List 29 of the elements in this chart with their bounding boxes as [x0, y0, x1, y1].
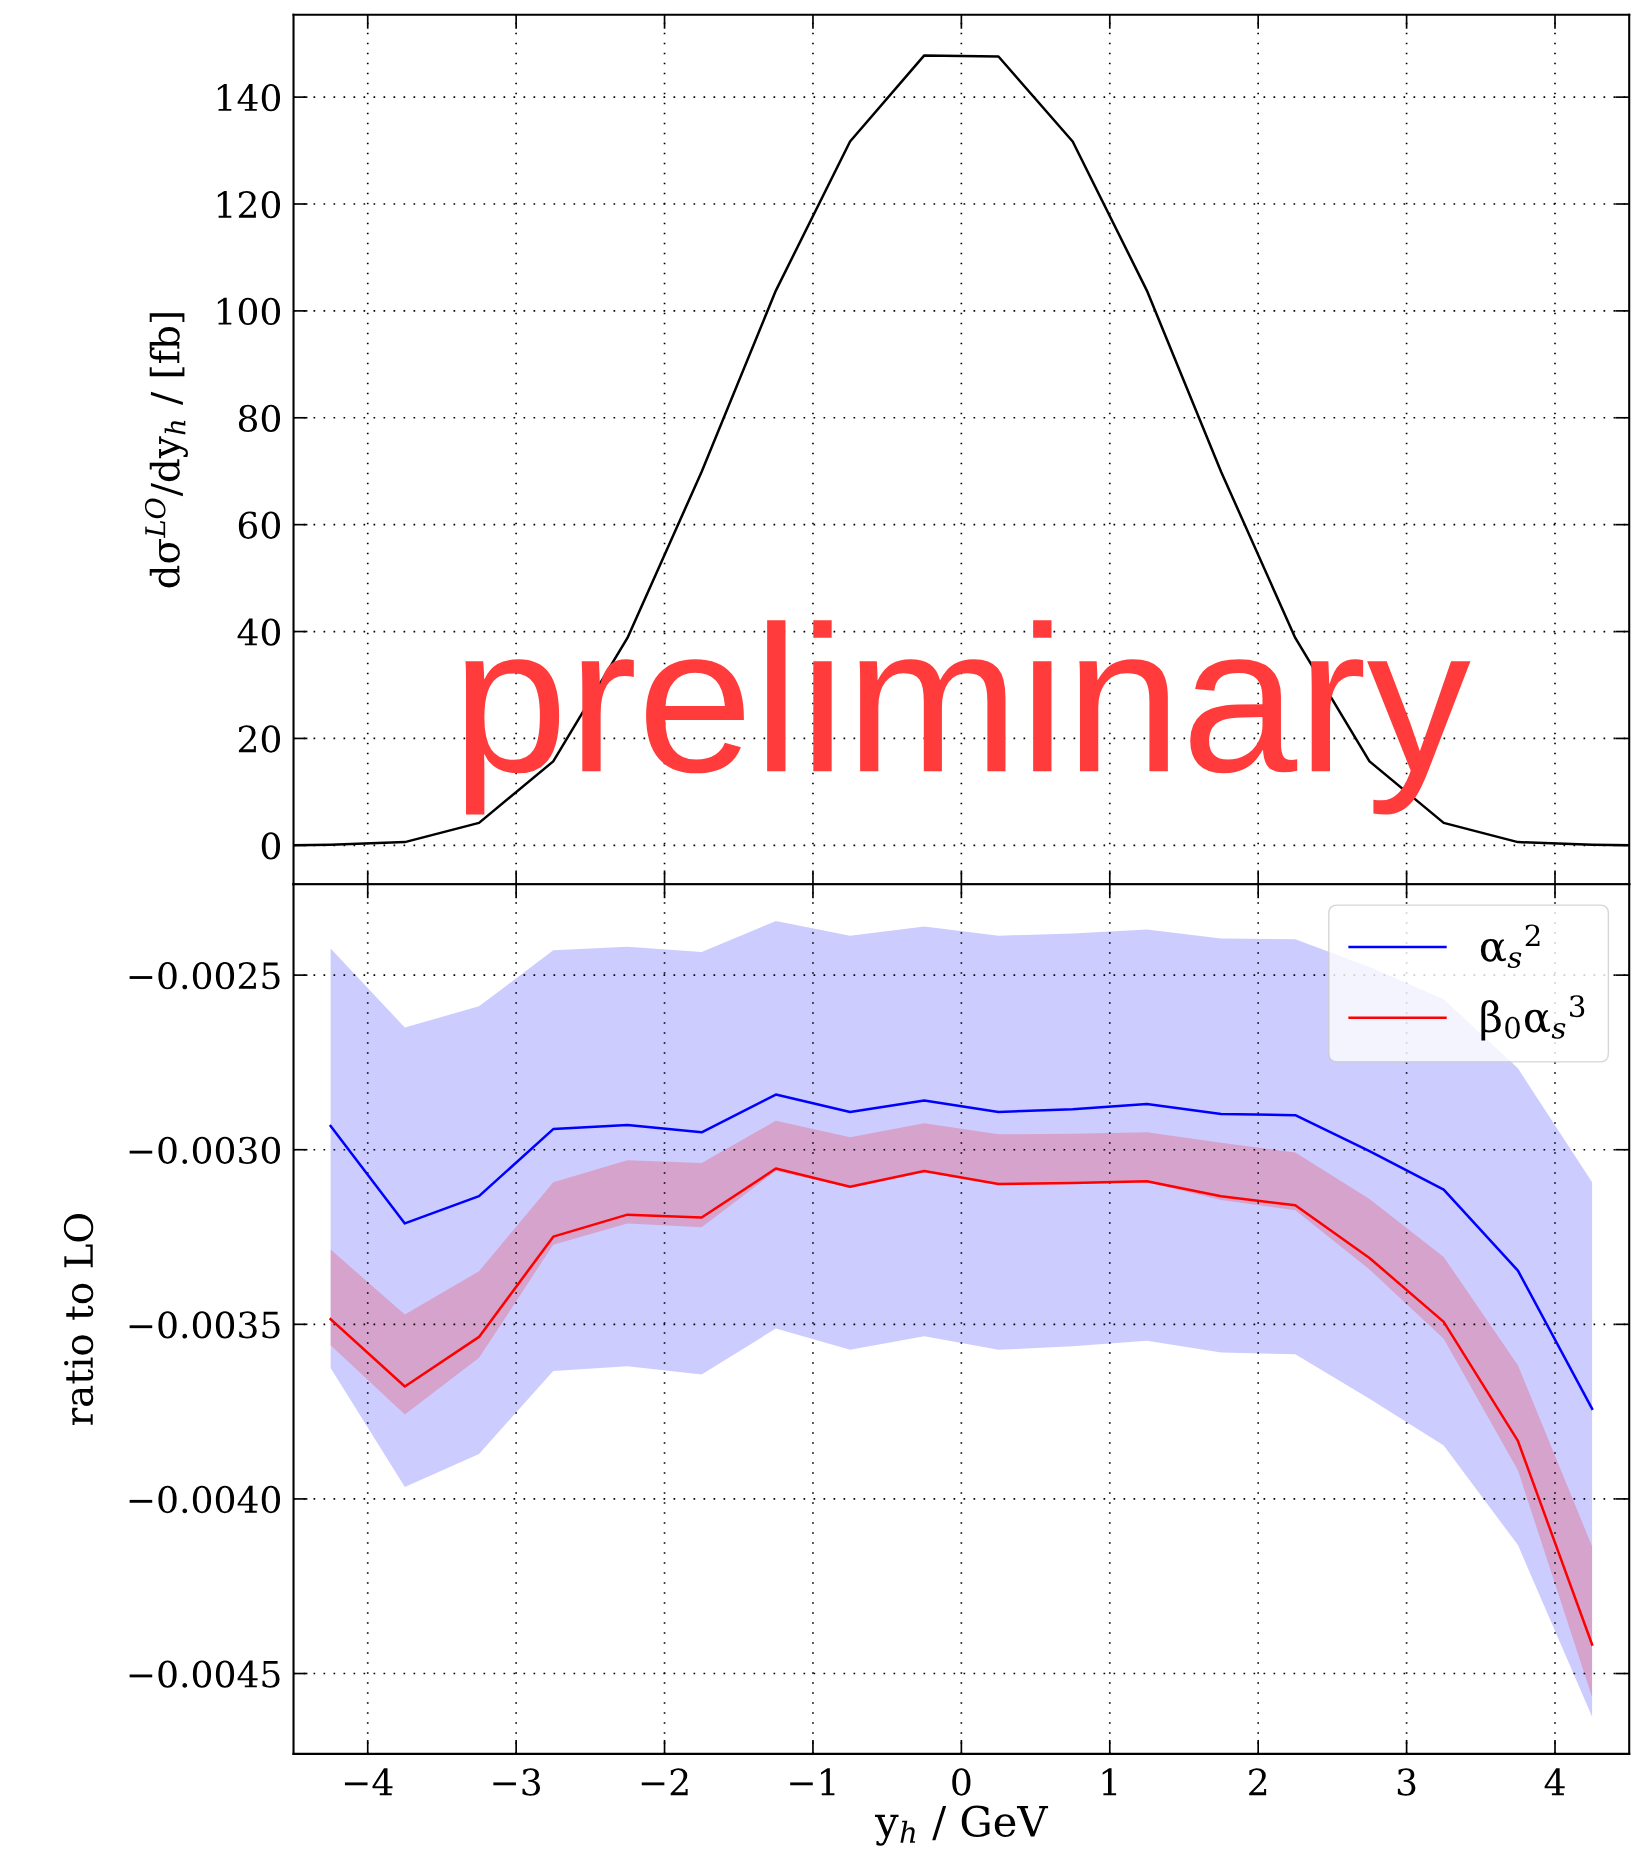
- x-tick-label: −4: [344, 1768, 393, 1796]
- legend-label: α$_{s}$$^{2}$: [1480, 924, 1540, 969]
- y-tick-label: 40: [237, 618, 281, 646]
- line-series: [329, 1167, 1594, 1646]
- y-tick-label: −0.0045: [129, 1660, 280, 1688]
- y-tick-label: 120: [217, 190, 281, 219]
- x-tick-label: −2: [641, 1768, 688, 1796]
- y-tick-label: −0.0030: [129, 1136, 281, 1164]
- y-tick-label: −0.0035: [129, 1311, 280, 1339]
- x-tick-label: 4: [1544, 1768, 1565, 1796]
- x-tick-label: 1: [1102, 1768, 1117, 1796]
- y-tick-label: 100: [217, 297, 281, 326]
- line-series: [329, 1093, 1594, 1411]
- y-tick-label: −0.0025: [129, 962, 280, 990]
- y-axis-title: ratio to LO: [63, 1213, 94, 1426]
- y-tick-label: 80: [238, 404, 281, 433]
- x-tick-label: 2: [1249, 1768, 1267, 1796]
- y-tick-label: 140: [217, 84, 281, 112]
- y-tick-label: 0: [261, 832, 281, 860]
- x-axis-title: y$_{h}$ / GeV: [874, 1805, 1049, 1846]
- y-tick-label: 60: [238, 511, 281, 539]
- x-tick-label: 3: [1397, 1768, 1416, 1796]
- x-tick-label: −1: [790, 1768, 835, 1796]
- legend-label: β$_{0}$α$_{s}$$^{3}$: [1481, 995, 1585, 1041]
- y-axis-title: dσ$^{LO}$/dy$_{h}$ / [fb]: [144, 313, 188, 588]
- x-tick-label: −3: [493, 1768, 541, 1796]
- x-tick-label: 0: [952, 1768, 971, 1796]
- y-tick-label: −0.0040: [129, 1485, 281, 1514]
- y-tick-label: 20: [238, 725, 281, 753]
